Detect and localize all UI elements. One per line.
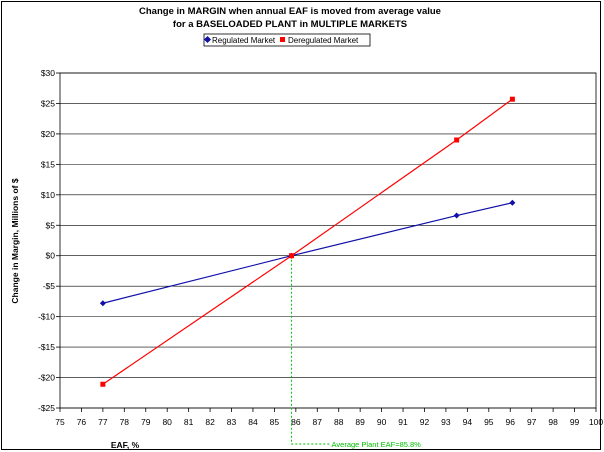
gridlines bbox=[60, 72, 596, 409]
x-tick-label: 90 bbox=[377, 417, 387, 427]
x-tick-label: 87 bbox=[313, 417, 323, 427]
y-tick-label: -$20 bbox=[38, 373, 55, 383]
x-tick-label: 89 bbox=[355, 417, 365, 427]
x-tick-label: 95 bbox=[484, 417, 494, 427]
y-axis-label: Change in Margin, Millions of $ bbox=[10, 178, 20, 303]
data-point-regulated-market bbox=[453, 212, 460, 219]
average-eaf-label: Average Plant EAF=85.8% bbox=[332, 440, 422, 449]
y-tick-label: $30 bbox=[41, 68, 55, 78]
x-tick-label: 93 bbox=[441, 417, 451, 427]
legend-marker-deregulated bbox=[280, 37, 285, 42]
series-line-deregulated-market bbox=[102, 98, 513, 385]
average-eaf-annotation: Average Plant EAF=85.8% bbox=[291, 255, 422, 449]
legend-marker-regulated bbox=[203, 35, 212, 44]
legend: Regulated Market Deregulated Market bbox=[203, 33, 371, 47]
y-tick-label: $15 bbox=[41, 159, 55, 169]
x-axis: 75 76 77 78 79 80 81 82 83 84 85 86 87 88 89 90 91 92 93 94… bbox=[55, 408, 603, 427]
x-tick-label: 75 bbox=[55, 417, 65, 427]
series-group bbox=[99, 96, 516, 387]
x-tick-label: 88 bbox=[334, 417, 344, 427]
y-axis: -$25 -$20 -$15 -$10 -$5 $0 $5 $10 $15 $20 $25 $30 bbox=[38, 68, 60, 413]
x-tick-label: 78 bbox=[120, 417, 130, 427]
chart-title: Change in MARGIN when annual EAF is move… bbox=[139, 6, 441, 17]
data-point-deregulated-market bbox=[454, 137, 460, 143]
y-tick-label: -$10 bbox=[38, 312, 55, 322]
y-tick-label: -$15 bbox=[38, 342, 55, 352]
chart-subtitle: for a BASELOADED PLANT in MULTIPLE MARKE… bbox=[173, 19, 407, 30]
series-line-regulated-market bbox=[102, 202, 513, 304]
x-tick-label: 85 bbox=[270, 417, 280, 427]
data-point-deregulated-market bbox=[289, 253, 295, 259]
legend-label-regulated: Regulated Market bbox=[212, 36, 276, 45]
x-tick-label: 84 bbox=[248, 417, 258, 427]
x-tick-label: 80 bbox=[162, 417, 172, 427]
x-tick-label: 79 bbox=[141, 417, 151, 427]
y-tick-label: $0 bbox=[46, 251, 56, 261]
y-tick-label: $20 bbox=[41, 129, 55, 139]
legend-box bbox=[203, 33, 371, 47]
x-tick-label: 99 bbox=[570, 417, 580, 427]
x-tick-label: 83 bbox=[227, 417, 237, 427]
x-tick-label: 81 bbox=[184, 417, 194, 427]
x-tick-label: 91 bbox=[398, 417, 408, 427]
x-tick-label: 77 bbox=[98, 417, 108, 427]
average-eaf-dropline bbox=[291, 255, 330, 445]
y-tick-label: -$25 bbox=[38, 403, 55, 413]
x-tick-label: 76 bbox=[77, 417, 87, 427]
x-tick-label: 98 bbox=[548, 417, 558, 427]
data-point-regulated-market bbox=[509, 199, 516, 206]
data-point-deregulated-market bbox=[509, 96, 515, 102]
x-tick-label: 96 bbox=[506, 417, 516, 427]
x-tick-label: 100 bbox=[589, 417, 603, 427]
data-point-regulated-market bbox=[99, 300, 106, 307]
x-tick-label: 94 bbox=[463, 417, 473, 427]
y-tick-label: -$5 bbox=[43, 281, 56, 291]
x-tick-label: 86 bbox=[291, 417, 301, 427]
y-tick-label: $10 bbox=[41, 190, 55, 200]
x-axis-label: EAF, % bbox=[111, 440, 140, 450]
x-tick-label: 97 bbox=[527, 417, 537, 427]
y-tick-label: $5 bbox=[46, 220, 56, 230]
legend-label-deregulated: Deregulated Market bbox=[288, 36, 359, 45]
data-point-deregulated-market bbox=[100, 381, 106, 387]
x-tick-label: 92 bbox=[420, 417, 430, 427]
x-tick-label: 82 bbox=[205, 417, 215, 427]
y-tick-label: $25 bbox=[41, 98, 55, 108]
plot-area bbox=[59, 72, 597, 409]
